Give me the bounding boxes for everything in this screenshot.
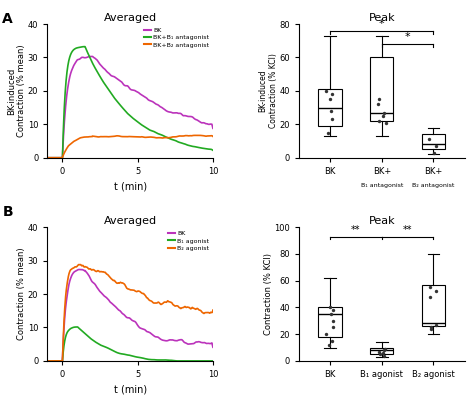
PathPatch shape: [370, 348, 393, 354]
Point: [381, 346, 389, 352]
Point: [428, 326, 435, 332]
Title: Averaged: Averaged: [104, 13, 157, 23]
Point: [375, 348, 383, 355]
Point: [380, 113, 387, 119]
PathPatch shape: [422, 285, 445, 326]
Point: [328, 91, 336, 97]
X-axis label: t (min): t (min): [114, 385, 147, 395]
Title: Averaged: Averaged: [104, 217, 157, 227]
Text: B₂ antagonist: B₂ antagonist: [412, 183, 455, 188]
Point: [432, 143, 440, 149]
Point: [329, 307, 337, 313]
Point: [380, 352, 388, 359]
Point: [325, 342, 333, 348]
Point: [432, 288, 439, 295]
Point: [322, 331, 330, 337]
Point: [427, 294, 434, 300]
Point: [374, 101, 382, 107]
Point: [327, 304, 334, 311]
Y-axis label: Contraction (% KCl): Contraction (% KCl): [264, 253, 273, 335]
Point: [324, 130, 331, 136]
X-axis label: t (min): t (min): [114, 181, 147, 191]
Point: [430, 150, 438, 156]
PathPatch shape: [422, 134, 445, 150]
Y-axis label: BK-induced
Contraction (% mean): BK-induced Contraction (% mean): [7, 45, 27, 137]
Point: [426, 284, 433, 291]
Point: [328, 108, 335, 114]
Text: B₁ antagonist: B₁ antagonist: [361, 183, 403, 188]
Title: Peak: Peak: [368, 217, 395, 227]
Y-axis label: Contraction (% mean): Contraction (% mean): [18, 248, 27, 340]
Point: [329, 324, 337, 331]
Point: [382, 119, 389, 126]
Point: [328, 338, 336, 344]
PathPatch shape: [319, 308, 342, 337]
Text: **: **: [403, 225, 412, 235]
Point: [432, 322, 439, 328]
Point: [329, 318, 337, 324]
Point: [375, 118, 383, 124]
Point: [375, 96, 383, 103]
Point: [327, 311, 335, 317]
Point: [328, 116, 336, 123]
Point: [326, 96, 334, 103]
Text: A: A: [2, 12, 13, 26]
Point: [379, 350, 387, 356]
PathPatch shape: [370, 57, 393, 121]
Text: *: *: [379, 19, 384, 29]
Y-axis label: BK-induced
Contraction (% KCl): BK-induced Contraction (% KCl): [258, 53, 278, 128]
Text: B: B: [2, 205, 13, 219]
Text: *: *: [405, 32, 410, 43]
Legend: BK, BK+B₁ antagonist, BK+B₂ antagonist: BK, BK+B₁ antagonist, BK+B₂ antagonist: [141, 25, 212, 50]
Legend: BK, B₁ agonist, B₂ agonist: BK, B₁ agonist, B₂ agonist: [165, 229, 212, 253]
Point: [428, 324, 435, 331]
PathPatch shape: [319, 89, 342, 126]
Point: [426, 136, 433, 142]
Point: [380, 109, 388, 116]
Text: **: **: [351, 225, 361, 235]
Point: [376, 351, 383, 357]
Title: Peak: Peak: [368, 13, 395, 23]
Point: [322, 88, 330, 94]
Point: [380, 347, 387, 353]
